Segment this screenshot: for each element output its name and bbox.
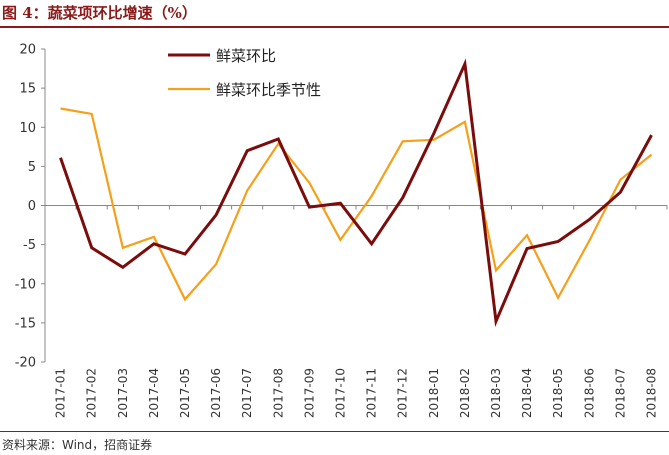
data-point-fresh-veg-seasonal: [495, 269, 497, 271]
data-point-fresh-veg: [122, 266, 124, 268]
x-tick-label: 2017-07: [240, 368, 254, 418]
data-point-fresh-veg-seasonal: [184, 298, 186, 300]
data-point-fresh-veg-seasonal: [308, 182, 310, 184]
data-point-fresh-veg: [650, 134, 652, 136]
y-tick-label: -10: [15, 277, 36, 292]
series-line-fresh-veg: [59, 58, 653, 328]
data-point-fresh-veg-seasonal: [588, 240, 590, 242]
x-tick-label: 2018-04: [520, 368, 534, 418]
x-tick-label: 2018-05: [551, 368, 565, 418]
x-tick-label: 2017-09: [302, 368, 316, 418]
y-tick-label: 20: [19, 43, 36, 58]
legend-label-fresh-veg-seasonal: 鲜菜环比季节性: [216, 81, 321, 99]
data-point-fresh-veg-seasonal: [91, 113, 93, 115]
data-point-fresh-veg-seasonal: [650, 154, 652, 156]
y-tick-label: 0: [28, 199, 36, 214]
data-point-fresh-veg: [557, 240, 559, 242]
data-point-fresh-veg-seasonal: [215, 263, 217, 265]
data-point-fresh-veg-seasonal: [246, 190, 248, 192]
x-tick-label: 2018-07: [613, 368, 627, 418]
source-note: 资料来源：Wind，招商证券: [2, 438, 153, 452]
source-rule: [0, 431, 669, 432]
data-point-fresh-veg: [495, 320, 497, 322]
data-point-fresh-veg: [246, 150, 248, 152]
data-point-fresh-veg-seasonal: [402, 140, 404, 142]
y-tick-label: 10: [19, 121, 36, 136]
data-point-fresh-veg: [464, 63, 466, 65]
data-point-fresh-veg: [308, 206, 310, 208]
data-point-fresh-veg: [60, 157, 62, 159]
x-tick-label: 2018-06: [582, 368, 596, 418]
x-tick-label: 2017-03: [116, 368, 130, 418]
x-tick-label: 2017-12: [396, 368, 410, 418]
data-point-fresh-veg-seasonal: [122, 247, 124, 249]
data-point-fresh-veg: [339, 202, 341, 204]
x-tick-label: 2017-11: [365, 368, 379, 418]
y-tick-label: 5: [28, 160, 36, 175]
x-tick-label: 2017-10: [333, 368, 347, 418]
data-point-fresh-veg-seasonal: [557, 297, 559, 299]
x-tick-label: 2017-08: [271, 368, 285, 418]
data-point-fresh-veg: [215, 214, 217, 216]
data-point-fresh-veg-seasonal: [371, 195, 373, 197]
data-point-fresh-veg: [371, 243, 373, 245]
data-point-fresh-veg-seasonal: [619, 179, 621, 181]
data-point-fresh-veg: [588, 219, 590, 221]
data-point-fresh-veg-seasonal: [60, 107, 62, 109]
data-point-fresh-veg: [619, 191, 621, 193]
legend-label-fresh-veg: 鲜菜环比: [216, 47, 276, 65]
data-point-fresh-veg-seasonal: [153, 236, 155, 238]
data-point-fresh-veg: [277, 138, 279, 140]
y-tick-label: -5: [23, 238, 36, 253]
data-point-fresh-veg: [153, 243, 155, 245]
y-tick-label: 15: [19, 82, 36, 97]
data-point-fresh-veg: [526, 248, 528, 250]
y-tick-label: -15: [15, 316, 36, 331]
x-tick-label: 2018-03: [489, 368, 503, 418]
x-tick-label: 2017-04: [147, 368, 161, 418]
y-tick-label: -20: [15, 356, 36, 371]
x-tick-label: 2018-02: [458, 368, 472, 418]
data-point-fresh-veg-seasonal: [464, 121, 466, 123]
data-point-fresh-veg-seasonal: [526, 234, 528, 236]
x-tick-label: 2017-06: [209, 368, 223, 418]
data-point-fresh-veg-seasonal: [339, 239, 341, 241]
x-tick-label: 2017-05: [178, 368, 192, 418]
x-tick-label: 2017-01: [54, 368, 68, 418]
title-rule: [0, 26, 669, 28]
data-point-fresh-veg-seasonal: [433, 139, 435, 141]
series-line-fresh-veg-seasonal: [60, 107, 653, 302]
x-tick-label: 2018-01: [427, 368, 441, 418]
data-point-fresh-veg: [402, 197, 404, 199]
data-point-fresh-veg: [184, 253, 186, 255]
x-tick-label: 2017-02: [85, 368, 99, 418]
data-point-fresh-veg: [91, 247, 93, 249]
data-point-fresh-veg: [433, 133, 435, 135]
chart-title: 图 4：蔬菜项环比增速（%）: [2, 4, 197, 22]
x-tick-label: 2018-08: [644, 368, 658, 418]
